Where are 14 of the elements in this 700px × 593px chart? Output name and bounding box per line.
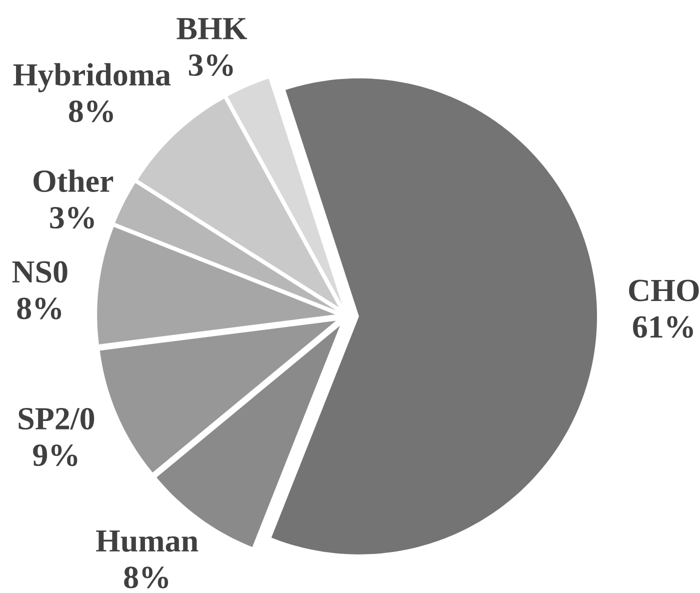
slice-label: Hybridoma [13,63,171,92]
slice-label: Human [96,530,198,552]
data-label: 3% [188,54,233,76]
slice-label: SP2/0 [18,408,94,430]
slice-label: CHO [629,280,699,302]
data-label: 8% [68,100,113,122]
data-label: 3% [50,206,94,229]
data-label: 9% [33,444,78,466]
data-label: 8% [124,566,168,588]
slice-label: NS0 [12,261,68,283]
data-label: 61% [633,316,693,338]
data-label: 8% [17,298,62,320]
slice-label: Other [34,170,114,192]
slice-label: BHK [176,18,248,40]
